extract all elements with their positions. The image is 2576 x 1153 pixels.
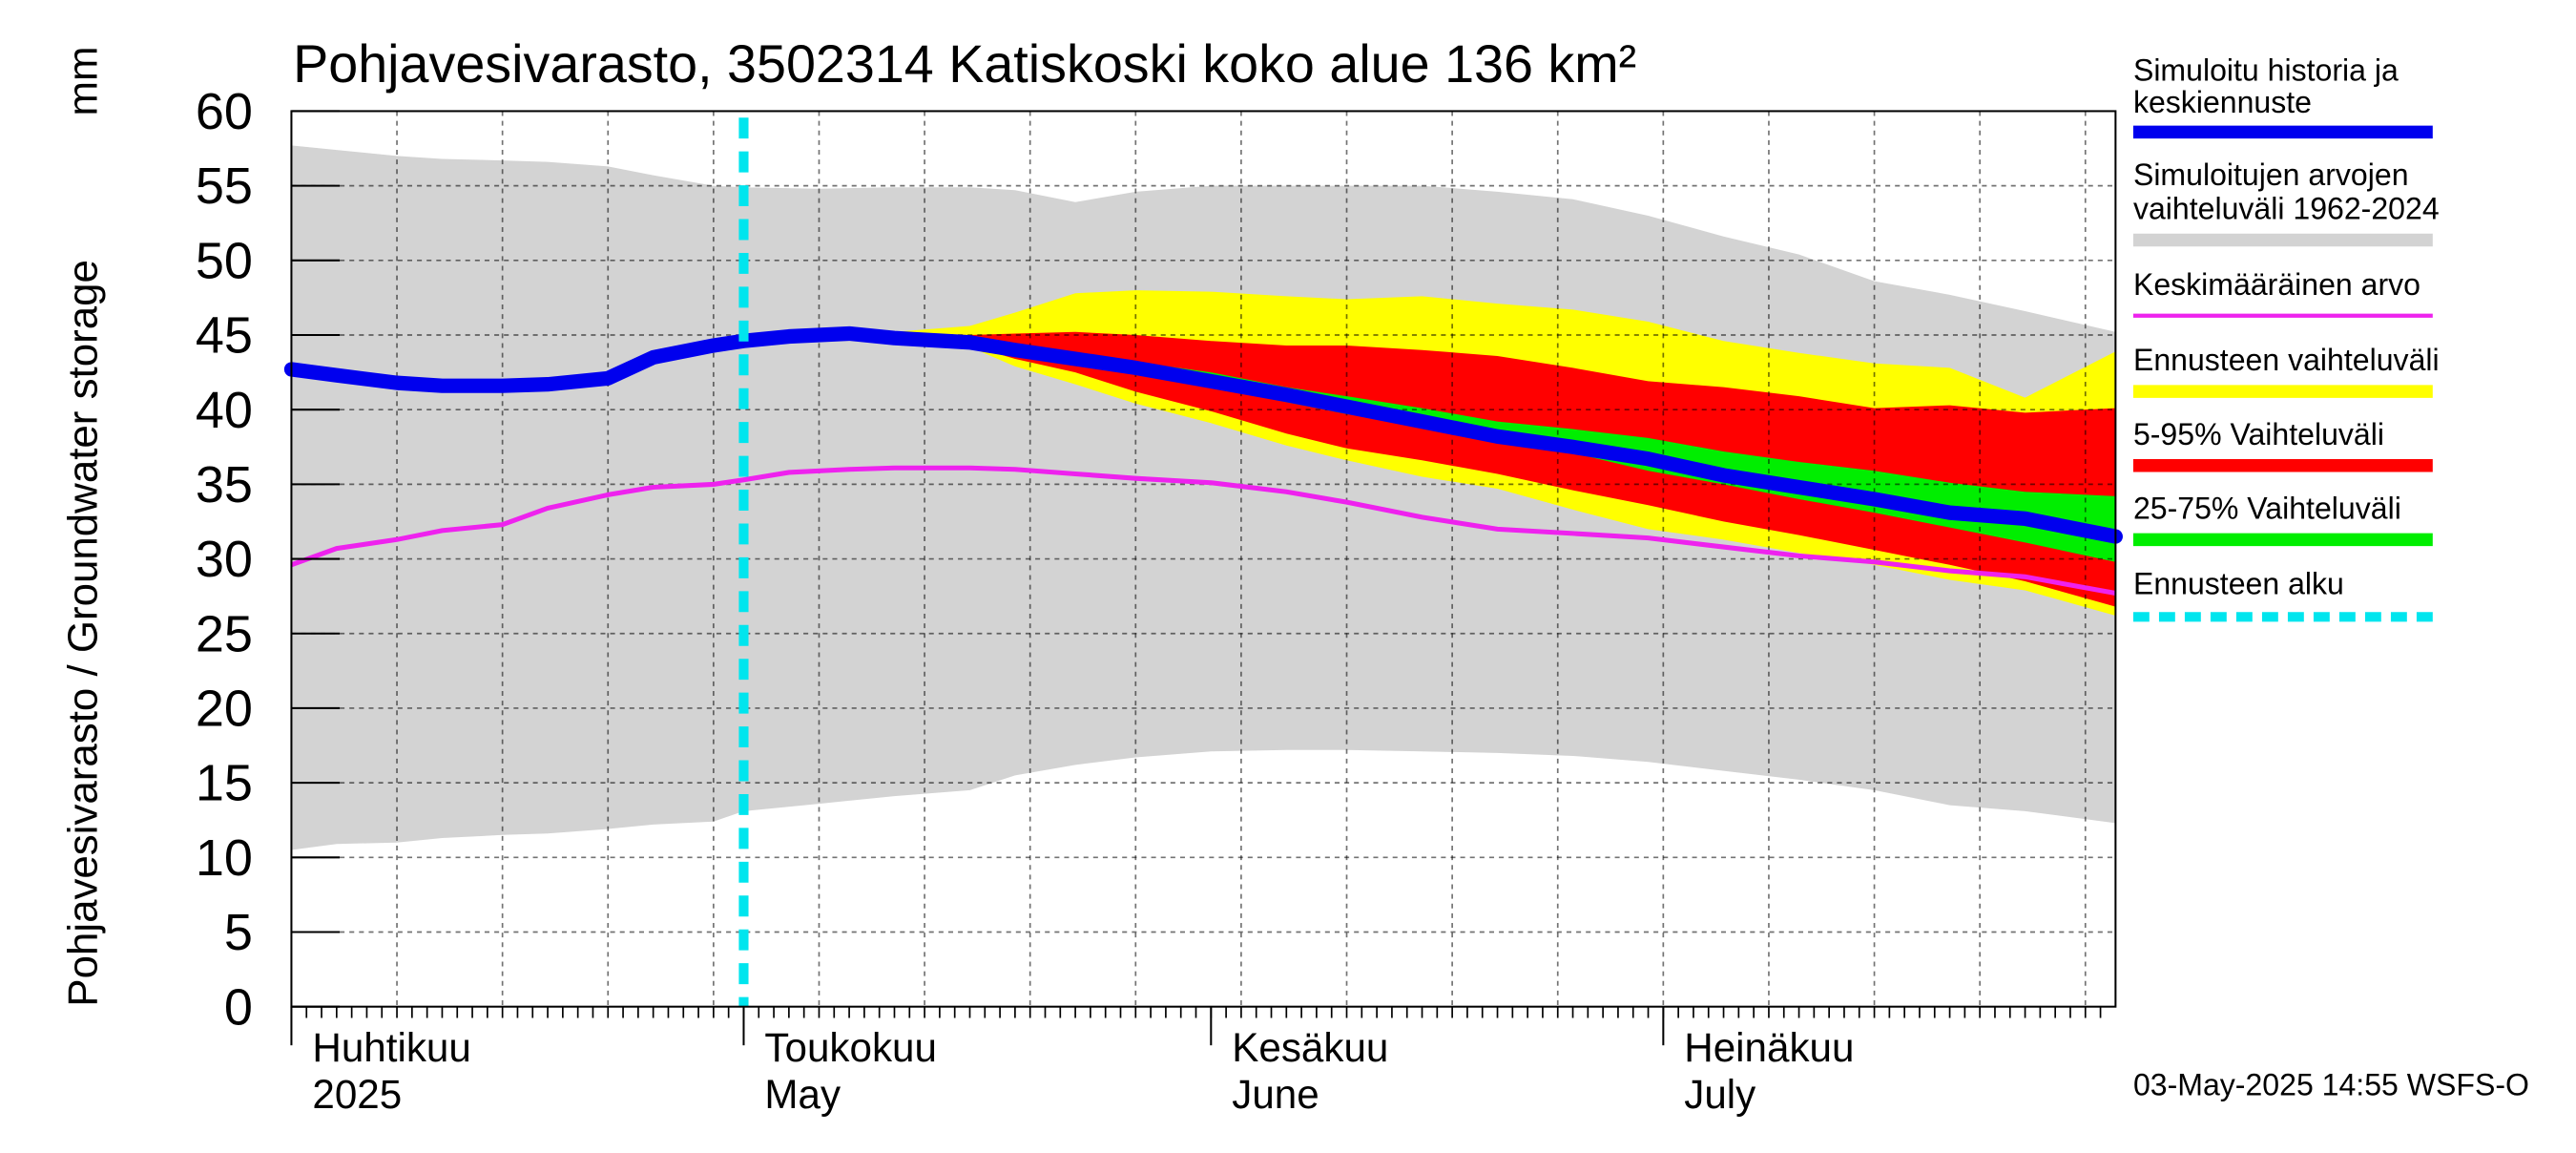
footer-timestamp: 03-May-2025 14:55 WSFS-O xyxy=(2133,1068,2529,1102)
x-month-label-fi: Heinäkuu xyxy=(1684,1025,1854,1070)
y-tick-label: 35 xyxy=(196,456,253,514)
legend-label: Ennusteen vaihteluväli xyxy=(2133,343,2440,377)
y-axis-unit: mm xyxy=(59,46,106,115)
y-tick-label: 30 xyxy=(196,531,253,588)
legend-label: vaihteluväli 1962-2024 xyxy=(2133,192,2440,226)
y-axis: 0 5 10 15 20 25 30 35 40 45 50 55 60 xyxy=(196,83,341,1036)
x-month-label-en: 2025 xyxy=(312,1072,402,1117)
y-tick-label: 40 xyxy=(196,382,253,439)
x-month-label-en: May xyxy=(764,1072,841,1117)
legend-label: 5-95% Vaihteluväli xyxy=(2133,417,2384,451)
legend-label: Keskimääräinen arvo xyxy=(2133,267,2420,302)
y-tick-label: 5 xyxy=(224,904,253,961)
y-axis-label: Pohjavesivarasto / Groundwater storage xyxy=(59,260,106,1007)
x-month-label-en: June xyxy=(1232,1072,1319,1117)
x-month-label-fi: Huhtikuu xyxy=(312,1025,470,1070)
legend-label: Simuloitujen arvojen xyxy=(2133,157,2409,192)
chart-title: Pohjavesivarasto, 3502314 Katiskoski kok… xyxy=(293,34,1636,94)
x-month-label-fi: Kesäkuu xyxy=(1232,1025,1388,1070)
y-tick-label: 50 xyxy=(196,232,253,289)
y-tick-label: 15 xyxy=(196,755,253,812)
y-tick-label: 0 xyxy=(224,978,253,1036)
y-tick-label: 20 xyxy=(196,681,253,738)
legend-label: Simuloitu historia ja xyxy=(2133,52,2399,87)
y-tick-label: 60 xyxy=(196,83,253,140)
x-month-label-en: July xyxy=(1684,1072,1755,1117)
legend-label: 25-75% Vaihteluväli xyxy=(2133,491,2401,525)
y-tick-label: 55 xyxy=(196,157,253,215)
y-tick-label: 10 xyxy=(196,829,253,887)
y-tick-label: 45 xyxy=(196,307,253,365)
legend-label: keskiennuste xyxy=(2133,85,2312,119)
legend-label: Ennusteen alku xyxy=(2133,567,2344,601)
plot-lines xyxy=(283,117,2123,1007)
x-month-label-fi: Toukokuu xyxy=(764,1025,937,1070)
p5-95-band xyxy=(849,331,2116,607)
y-tick-label: 25 xyxy=(196,605,253,662)
long-term-mean-line xyxy=(290,465,2116,596)
forecast-mean-line xyxy=(283,325,2123,544)
